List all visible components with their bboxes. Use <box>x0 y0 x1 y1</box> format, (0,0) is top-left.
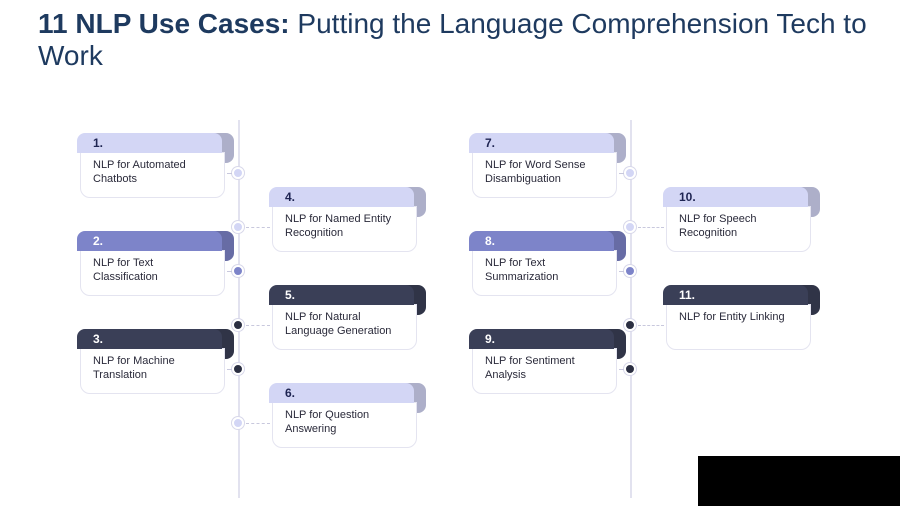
card-tab: 8. <box>469 231 614 251</box>
spine-dot <box>624 221 636 233</box>
connector <box>638 227 664 228</box>
card-text: NLP for Text Classification <box>93 257 214 285</box>
redaction-box <box>698 456 900 506</box>
spine-dot <box>232 221 244 233</box>
card-tab: 6. <box>269 383 414 403</box>
card-text: NLP for Question Answering <box>285 409 406 437</box>
connector <box>227 271 232 272</box>
spine-dot <box>232 363 244 375</box>
card-tab: 2. <box>77 231 222 251</box>
connector <box>246 423 270 424</box>
card-tab: 10. <box>663 187 808 207</box>
spine-dot <box>232 319 244 331</box>
usecase-card-3: 3.NLP for Machine Translation <box>80 348 225 394</box>
card-number: 4. <box>285 190 295 205</box>
connector <box>619 369 624 370</box>
card-text: NLP for Text Summarization <box>485 257 606 285</box>
card-text: NLP for Speech Recognition <box>679 213 800 241</box>
usecase-card-8: 8.NLP for Text Summarization <box>472 250 617 296</box>
card-tab: 7. <box>469 133 614 153</box>
connector <box>246 325 270 326</box>
card-number: 5. <box>285 288 295 303</box>
card-tab: 4. <box>269 187 414 207</box>
usecase-card-10: 10.NLP for Speech Recognition <box>666 206 811 252</box>
card-number: 2. <box>93 234 103 249</box>
connector <box>246 227 270 228</box>
connector <box>227 173 232 174</box>
card-text: NLP for Natural Language Generation <box>285 311 406 339</box>
usecase-card-9: 9.NLP for Sentiment Analysis <box>472 348 617 394</box>
card-text: NLP for Word Sense Disambiguation <box>485 159 606 187</box>
usecase-card-2: 2.NLP for Text Classification <box>80 250 225 296</box>
spine-dot <box>624 319 636 331</box>
usecase-card-4: 4.NLP for Named Entity Recognition <box>272 206 417 252</box>
usecase-card-5: 5.NLP for Natural Language Generation <box>272 304 417 350</box>
connector <box>619 173 624 174</box>
card-number: 7. <box>485 136 495 151</box>
card-tab: 3. <box>77 329 222 349</box>
page-title: 11 NLP Use Cases: Putting the Language C… <box>38 8 870 72</box>
card-text: NLP for Machine Translation <box>93 355 214 383</box>
spine-dot <box>624 363 636 375</box>
card-tab: 11. <box>663 285 808 305</box>
card-number: 1. <box>93 136 103 151</box>
spine-dot <box>232 417 244 429</box>
card-tab: 1. <box>77 133 222 153</box>
connector <box>227 369 232 370</box>
card-text: NLP for Named Entity Recognition <box>285 213 406 241</box>
card-number: 3. <box>93 332 103 347</box>
connector <box>619 271 624 272</box>
card-number: 10. <box>679 190 696 205</box>
spine-dot <box>232 265 244 277</box>
card-text: NLP for Entity Linking <box>679 311 800 325</box>
usecase-card-7: 7.NLP for Word Sense Disambiguation <box>472 152 617 198</box>
spine-dot <box>624 265 636 277</box>
spine-dot <box>624 167 636 179</box>
card-number: 9. <box>485 332 495 347</box>
usecase-card-6: 6.NLP for Question Answering <box>272 402 417 448</box>
spine-dot <box>232 167 244 179</box>
card-text: NLP for Automated Chatbots <box>93 159 214 187</box>
connector <box>638 325 664 326</box>
usecase-card-11: 11.NLP for Entity Linking <box>666 304 811 350</box>
card-number: 11. <box>679 288 695 303</box>
title-bold: 11 NLP Use Cases: <box>38 8 290 39</box>
card-text: NLP for Sentiment Analysis <box>485 355 606 383</box>
usecase-card-1: 1.NLP for Automated Chatbots <box>80 152 225 198</box>
card-number: 6. <box>285 386 295 401</box>
card-tab: 5. <box>269 285 414 305</box>
card-tab: 9. <box>469 329 614 349</box>
card-number: 8. <box>485 234 495 249</box>
